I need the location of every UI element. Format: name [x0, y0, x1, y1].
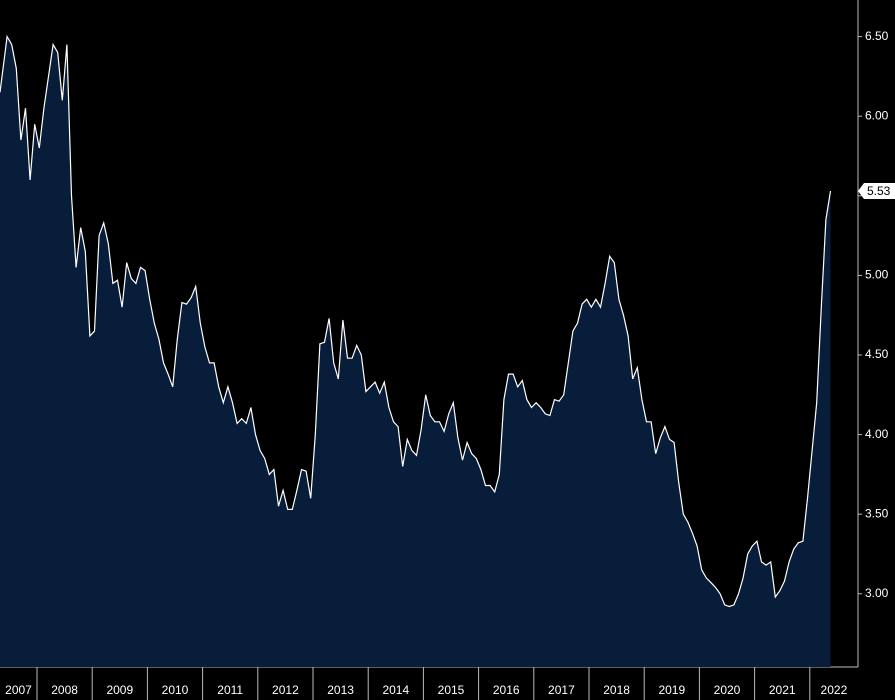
y-tick-label: 6.00: [865, 108, 889, 122]
x-tick-label: 2012: [272, 683, 299, 697]
y-tick-label: 4.00: [865, 427, 889, 441]
x-tick-label: 2020: [714, 683, 741, 697]
x-tick-label: 2022: [821, 683, 848, 697]
y-tick-label: 3.50: [865, 506, 889, 520]
x-tick-label: 2013: [327, 683, 354, 697]
x-tick-label: 2015: [438, 683, 465, 697]
x-tick-label: 2021: [769, 683, 796, 697]
y-tick-label: 5.00: [865, 268, 889, 282]
y-tick-label: 6.50: [865, 29, 889, 43]
x-tick-label: 2011: [217, 683, 243, 697]
x-tick-label: 2018: [603, 683, 630, 697]
x-tick-label: 2010: [162, 683, 189, 697]
x-tick-label: 2014: [382, 683, 409, 697]
last-value-tag: [858, 183, 895, 200]
x-tick-label: 2017: [548, 683, 575, 697]
last-value-label: 5.53: [867, 184, 891, 198]
y-tick-label: 3.00: [865, 586, 889, 600]
x-tick-label: 2016: [493, 683, 520, 697]
y-tick-label: 4.50: [865, 347, 889, 361]
x-tick-label: 2019: [658, 683, 685, 697]
x-tick-label: 2009: [106, 683, 133, 697]
area-line: [0, 34, 832, 608]
x-tick-label: 2007: [5, 683, 32, 697]
x-tick-label: 2008: [51, 683, 78, 697]
area-fill: [0, 36, 831, 668]
